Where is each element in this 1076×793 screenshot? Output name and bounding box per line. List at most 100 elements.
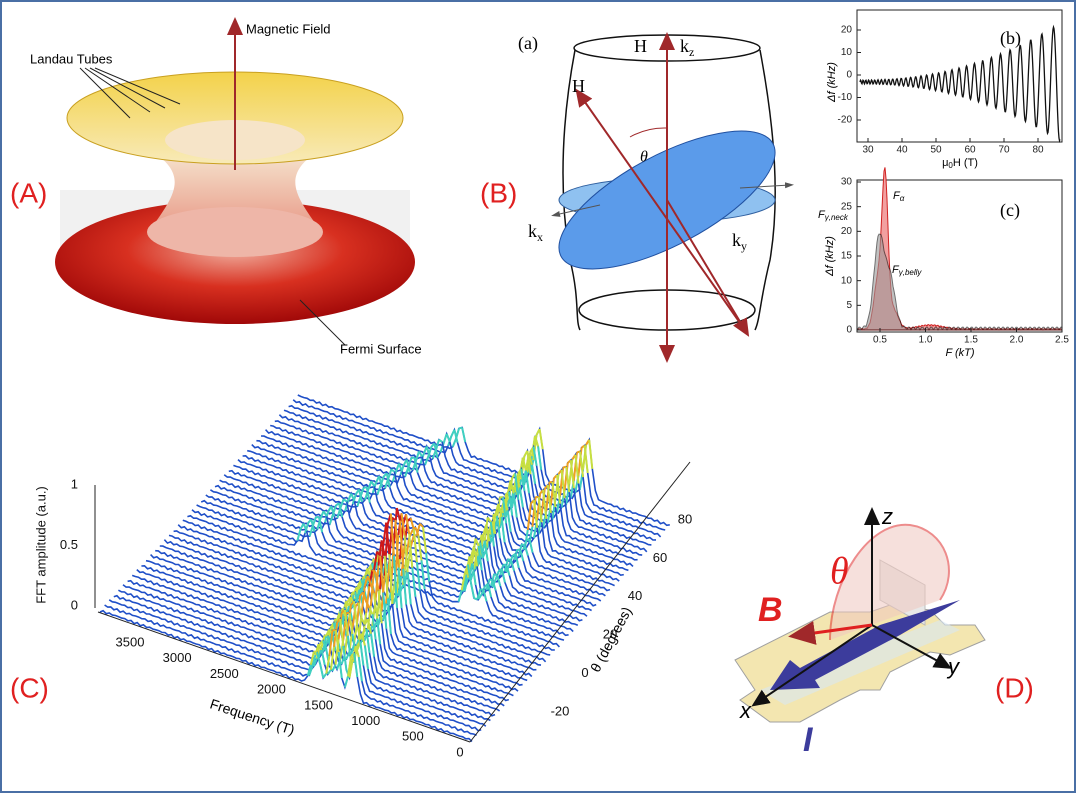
y-tick-label: 0 — [71, 597, 78, 612]
spectrum-peak — [342, 645, 348, 670]
spectrum-peak — [411, 567, 417, 597]
spectrum-peak — [492, 520, 498, 538]
spectrum-peak — [400, 513, 406, 536]
plot-frame — [856, 9, 1063, 143]
fermi-surface-label: Fermi Surface — [340, 341, 422, 356]
y-label: Δf (kHz) — [826, 62, 838, 103]
spectrum-peak — [560, 469, 566, 499]
spectrum-peak — [345, 651, 351, 660]
x-tick-label: 0.5 — [873, 335, 887, 346]
spectrum-peak — [512, 493, 518, 518]
spectrum-line — [278, 414, 652, 546]
landau-tubes-label: Landau Tubes — [30, 51, 113, 66]
theta-label: θ — [830, 551, 849, 593]
f-neck-sub: γ,neck — [825, 213, 849, 222]
kz-sub: z — [689, 45, 694, 59]
f-belly-sub: γ,belly — [899, 268, 923, 277]
pointer-line — [299, 299, 346, 346]
spectrum-peak — [514, 553, 520, 568]
spectrum-peak — [371, 569, 377, 573]
z-tick-label: 20 — [603, 627, 617, 642]
spectrum-peak — [366, 618, 372, 634]
spectrum-peak — [477, 545, 483, 571]
spectrum-peak — [402, 568, 408, 605]
spectrum-peak — [526, 450, 532, 475]
spectrum-peak — [496, 574, 502, 587]
spectrum-peak — [493, 513, 498, 517]
spectrum-peak — [350, 493, 356, 502]
x-tick-label: 70 — [998, 145, 1010, 156]
spectrum-peak — [451, 438, 457, 448]
kx-sub: x — [537, 230, 543, 244]
spectrum-peak — [418, 450, 423, 458]
spectrum-peak — [538, 428, 544, 450]
spectrum-peak — [343, 498, 348, 503]
y-tick-label: 0 — [846, 325, 852, 336]
spectrum-peak — [389, 513, 395, 556]
pointer-lines — [79, 67, 181, 119]
f-alpha: Fα — [893, 190, 905, 203]
spectrum-line — [104, 604, 477, 737]
spectrum-peak — [508, 491, 514, 516]
kz-base: k — [680, 36, 689, 56]
spectrum-peak — [483, 540, 489, 562]
theta: θ — [640, 149, 648, 166]
spectrum-line — [292, 399, 666, 531]
spectrum-peak — [520, 468, 526, 491]
spectrum-peak — [366, 575, 372, 585]
h-tilted: H — [572, 76, 585, 96]
spectrum-peak — [344, 500, 350, 512]
spectrum-peak — [502, 497, 508, 524]
spectrum-peak — [318, 516, 324, 533]
h-tilted-arrow — [575, 88, 746, 331]
x-tick-label: 1000 — [351, 713, 380, 728]
spectrum-line — [265, 429, 638, 561]
spectrum-line — [288, 404, 662, 538]
spectrum-peak — [322, 510, 328, 517]
spectrum-peak — [556, 474, 562, 504]
spectrum-peak — [477, 593, 483, 600]
spectrum-peak — [414, 526, 420, 536]
spectrum-peak — [324, 634, 328, 637]
spectrum-peak — [397, 567, 403, 609]
fermi-ring — [147, 207, 323, 257]
spectrum-peak — [376, 485, 382, 495]
spectrum-peak — [574, 454, 580, 484]
spectrum-peak — [509, 480, 515, 494]
y-label: y — [946, 654, 961, 679]
x-tick-label: 1.0 — [919, 335, 933, 346]
spectrum-peak — [367, 480, 373, 491]
spectrum-line — [283, 409, 657, 541]
spectrum-peak — [316, 652, 322, 665]
spectrum-peak — [323, 639, 329, 651]
theta-arc — [629, 127, 668, 138]
spectrum-peak — [528, 538, 534, 553]
spectrum-peak — [473, 546, 479, 567]
spectrum-peak — [425, 552, 431, 582]
spectrum-peak — [379, 555, 385, 593]
y-tick-label: 10 — [841, 47, 853, 58]
spectrum-peak — [480, 534, 486, 542]
spectrum-peak — [325, 655, 331, 674]
spectrum-peak — [339, 618, 345, 647]
spectrum-peak — [330, 505, 336, 517]
spectrum-peak — [363, 645, 369, 670]
z-tick-label: 40 — [628, 588, 642, 603]
spectrum-peak — [348, 612, 354, 635]
spectrum-peak — [534, 435, 540, 447]
x-tick-label: 50 — [930, 145, 942, 156]
spectrum-peak — [308, 525, 314, 537]
spectrum-peak — [474, 538, 480, 547]
spectrum-peak — [413, 457, 419, 473]
spectrum-line — [247, 449, 620, 582]
spectrum-peak — [357, 602, 363, 619]
spectrum-peak — [338, 502, 344, 518]
spectrum-peak — [310, 519, 316, 532]
spectrum-peak — [394, 520, 400, 568]
y-tick-label: 15 — [841, 251, 853, 262]
spectrum-peak — [468, 555, 474, 564]
spectrum-peak — [533, 500, 539, 528]
spectrum-peak — [442, 433, 448, 444]
spectrum-peak — [329, 646, 335, 670]
